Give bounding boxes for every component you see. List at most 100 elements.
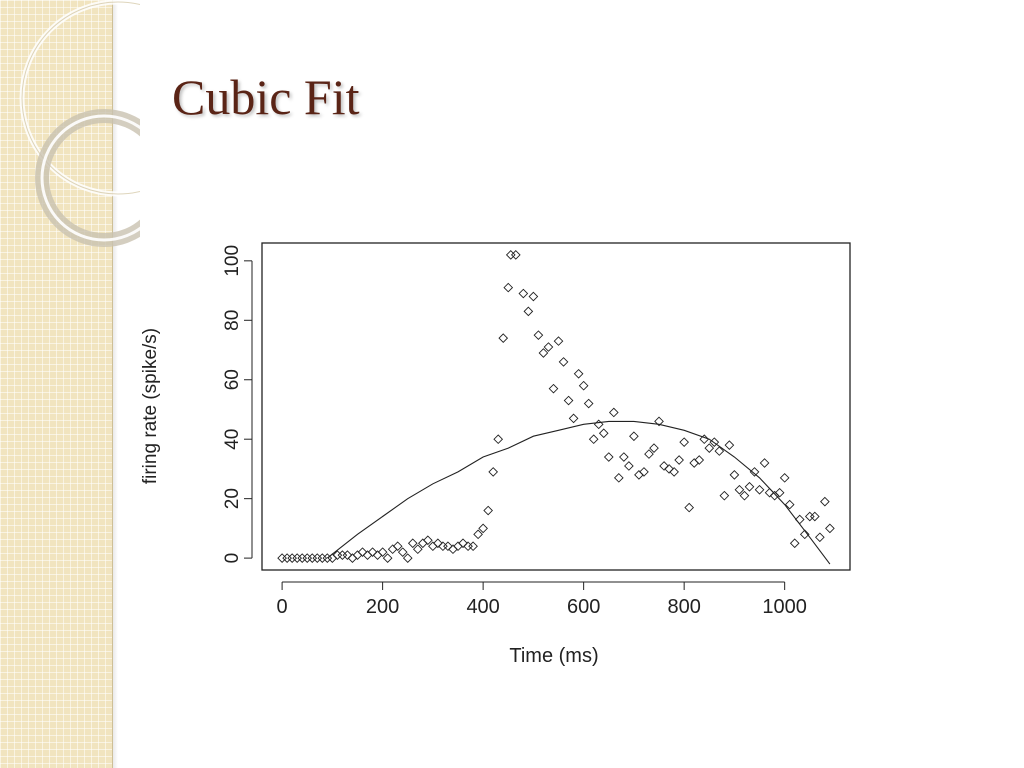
data-point bbox=[754, 484, 765, 495]
data-point bbox=[684, 502, 695, 513]
data-point bbox=[287, 553, 297, 563]
data-point bbox=[558, 357, 569, 367]
data-point bbox=[588, 434, 599, 445]
data-point bbox=[799, 529, 810, 540]
data-point bbox=[634, 470, 644, 480]
data-point bbox=[498, 333, 509, 343]
data-point bbox=[448, 544, 458, 555]
data-point bbox=[443, 541, 453, 552]
data-point bbox=[578, 380, 589, 391]
data-point bbox=[689, 458, 700, 468]
data-point bbox=[825, 523, 835, 534]
cubic-fit-line bbox=[326, 420, 831, 565]
data-point bbox=[619, 452, 629, 462]
y-tick-label: 100 bbox=[222, 245, 243, 277]
data-point bbox=[493, 434, 504, 445]
x-tick-label: 200 bbox=[366, 596, 399, 618]
data-point bbox=[603, 452, 614, 462]
data-point bbox=[563, 395, 574, 406]
data-point bbox=[433, 538, 443, 549]
data-point bbox=[518, 288, 529, 299]
data-point bbox=[598, 428, 609, 439]
data-point bbox=[503, 282, 514, 293]
data-point bbox=[629, 431, 639, 442]
data-point bbox=[417, 538, 428, 549]
data-point bbox=[639, 467, 649, 477]
data-point bbox=[423, 535, 433, 546]
data-point bbox=[794, 514, 805, 525]
data-point bbox=[510, 250, 521, 260]
data-point bbox=[804, 511, 815, 522]
data-point bbox=[734, 484, 745, 495]
data-point bbox=[749, 467, 760, 477]
y-tick-label: 60 bbox=[222, 369, 243, 390]
data-point bbox=[412, 544, 423, 555]
data-point bbox=[463, 541, 473, 552]
data-points bbox=[277, 250, 835, 563]
y-tick-label: 0 bbox=[222, 553, 243, 564]
x-tick-label: 0 bbox=[277, 596, 288, 618]
data-point bbox=[729, 470, 740, 480]
data-point bbox=[568, 413, 579, 424]
data-point bbox=[699, 434, 710, 445]
data-point bbox=[774, 487, 785, 498]
data-point bbox=[789, 538, 800, 549]
data-point bbox=[357, 547, 368, 558]
data-point bbox=[533, 330, 544, 340]
data-point bbox=[377, 547, 388, 558]
data-point bbox=[613, 473, 624, 483]
data-point bbox=[488, 467, 499, 477]
data-point bbox=[704, 443, 715, 453]
data-point bbox=[367, 547, 378, 558]
data-point bbox=[428, 541, 438, 552]
data-point bbox=[644, 449, 654, 459]
data-point bbox=[724, 440, 735, 450]
data-point bbox=[664, 464, 674, 474]
data-point bbox=[342, 550, 353, 560]
data-point bbox=[659, 461, 669, 471]
data-point bbox=[608, 407, 619, 418]
data-point bbox=[392, 541, 403, 552]
data-point bbox=[468, 541, 478, 552]
side-strip-shadow bbox=[112, 0, 118, 768]
data-point bbox=[483, 505, 493, 516]
x-tick-label: 800 bbox=[667, 596, 700, 618]
data-point bbox=[458, 538, 468, 549]
data-point bbox=[548, 383, 559, 394]
data-point bbox=[317, 553, 328, 563]
data-point bbox=[583, 398, 594, 409]
x-tick-label: 1000 bbox=[762, 596, 807, 618]
data-point bbox=[649, 443, 659, 453]
data-point bbox=[307, 553, 318, 563]
data-point bbox=[473, 529, 483, 540]
data-point bbox=[654, 416, 664, 427]
y-tick-label: 40 bbox=[222, 429, 243, 450]
data-point bbox=[624, 461, 634, 471]
data-point bbox=[779, 473, 790, 483]
data-point bbox=[759, 458, 770, 468]
data-point bbox=[538, 348, 549, 358]
data-point bbox=[679, 437, 689, 448]
data-point bbox=[453, 541, 463, 552]
x-axis: 0 200 400 600 800 1000 bbox=[277, 581, 807, 618]
data-point bbox=[809, 511, 820, 522]
data-point bbox=[387, 544, 398, 555]
y-tick-label: 80 bbox=[222, 310, 243, 331]
data-point bbox=[347, 553, 358, 563]
data-point bbox=[327, 553, 338, 563]
data-point bbox=[362, 550, 373, 560]
data-point bbox=[528, 291, 539, 302]
data-point bbox=[372, 550, 383, 560]
data-point bbox=[505, 250, 516, 260]
data-point bbox=[292, 553, 303, 563]
data-point bbox=[312, 553, 323, 563]
data-point bbox=[769, 490, 780, 501]
plot-frame bbox=[261, 242, 851, 571]
data-point bbox=[523, 306, 534, 317]
data-point bbox=[674, 455, 684, 465]
data-point bbox=[593, 419, 604, 430]
data-point bbox=[739, 490, 750, 501]
data-point bbox=[277, 553, 287, 563]
data-point bbox=[438, 541, 448, 552]
data-point bbox=[669, 467, 679, 477]
